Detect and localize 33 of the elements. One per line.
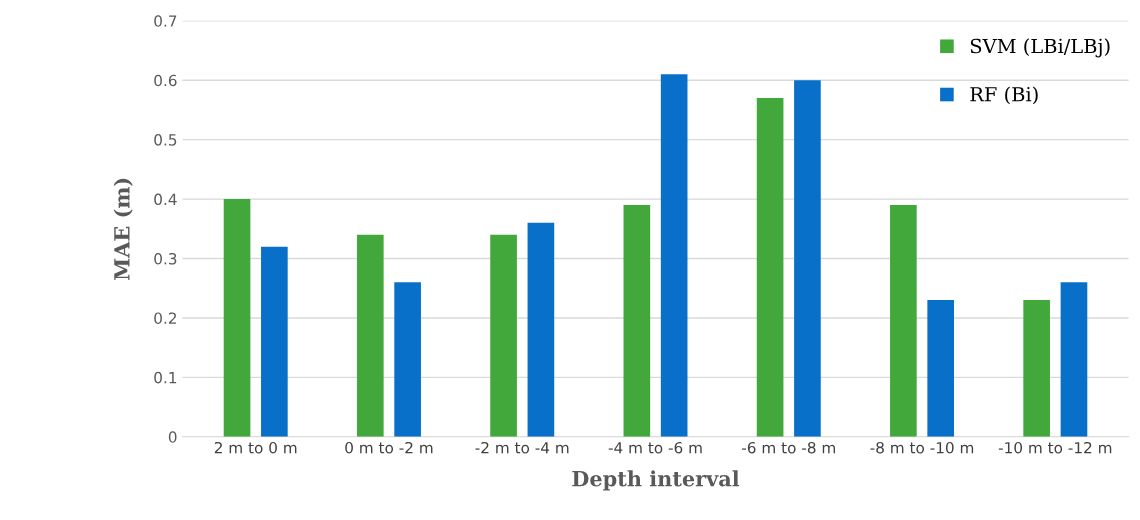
bar (356, 234, 384, 437)
x-tick-label: -10 m to -12 m (998, 441, 1112, 454)
legend-label: SVM (LBi/LBj) (970, 38, 1110, 58)
x-tick-label: 2 m to 0 m (214, 441, 297, 454)
y-tick-label: 0.6 (154, 74, 177, 87)
y-tick-label: 0.2 (154, 312, 177, 324)
legend-label: RF (Bi) (970, 86, 1038, 105)
bar (660, 74, 688, 437)
x-axis-title: Depth interval (572, 470, 740, 491)
bar (223, 199, 251, 437)
x-tick-label: -6 m to -8 m (742, 441, 835, 454)
bar (490, 234, 517, 437)
bar (1023, 300, 1050, 437)
bar (927, 300, 955, 437)
bar (261, 246, 288, 437)
y-axis-title: MAE (m) (113, 178, 133, 280)
y-tick-label: 0.1 (154, 371, 177, 384)
y-tick-label: 0.7 (154, 15, 177, 27)
y-tick-label: 0.5 (154, 134, 177, 146)
x-tick-label: -2 m to -4 m (475, 441, 569, 454)
bar (890, 205, 917, 437)
bar (527, 222, 555, 437)
x-tick-label: -4 m to -6 m (608, 441, 702, 454)
y-tick-label: 0.3 (154, 252, 177, 265)
bar (756, 98, 784, 437)
x-tick-label: -8 m to -10 m (870, 441, 974, 454)
bar (623, 205, 651, 437)
bar (394, 282, 421, 437)
x-tick-label: 0 m to -2 m (345, 441, 433, 454)
y-tick-label: 0 (168, 431, 177, 443)
bar (1060, 282, 1088, 437)
bar (794, 80, 821, 437)
y-tick-label: 0.4 (154, 193, 177, 206)
